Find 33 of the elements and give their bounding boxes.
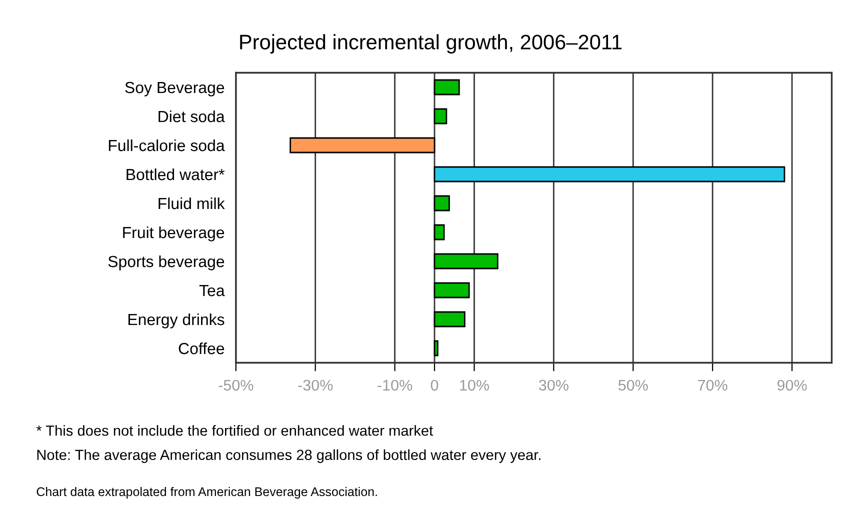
chart-title: Projected incremental growth, 2006–2011 bbox=[240, 34, 622, 54]
bar bbox=[434, 166, 786, 182]
x-tick-label: -50% bbox=[218, 380, 254, 391]
bar bbox=[434, 253, 498, 270]
y-tick-label: Full-calorie soda bbox=[108, 139, 225, 152]
x-tick-label: 10% bbox=[460, 380, 489, 391]
y-tick-label: Fruit beverage bbox=[123, 226, 224, 242]
x-tick-label: 0 bbox=[430, 380, 438, 391]
y-tick-label: Diet soda bbox=[158, 110, 225, 122]
y-tick-label: Tea bbox=[199, 285, 225, 296]
bar bbox=[434, 108, 448, 124]
x-tick-label: 30% bbox=[538, 380, 568, 391]
bar bbox=[434, 340, 438, 356]
x-tick-label: -10% bbox=[378, 380, 412, 391]
y-tick-label: Soy Beverage bbox=[125, 82, 224, 96]
x-tick-label: 70% bbox=[698, 380, 728, 391]
x-tick-label: -30% bbox=[298, 380, 333, 391]
x-tick-label: 90% bbox=[777, 380, 807, 391]
text: Chart data extrapolated from American Beverage Association. bbox=[36, 486, 377, 499]
y-tick-label: Coffee bbox=[178, 342, 224, 354]
text: Note: The average American consumes 28 gallons of bottled water every year. bbox=[37, 449, 540, 463]
y-tick-label: Energy drinks bbox=[128, 313, 224, 328]
y-tick-label: Sports beverage bbox=[108, 255, 224, 270]
bar bbox=[290, 137, 436, 154]
bar bbox=[434, 282, 470, 298]
y-tick-label: Bottled water* bbox=[126, 168, 225, 180]
bar bbox=[434, 311, 466, 328]
text: * This does not include the fortified or enhanced water market bbox=[36, 425, 434, 436]
x-tick-label: 50% bbox=[618, 380, 648, 391]
bar bbox=[434, 79, 460, 96]
bar bbox=[434, 195, 450, 212]
bar bbox=[434, 224, 445, 240]
y-tick-label: Fluid milk bbox=[158, 197, 225, 210]
